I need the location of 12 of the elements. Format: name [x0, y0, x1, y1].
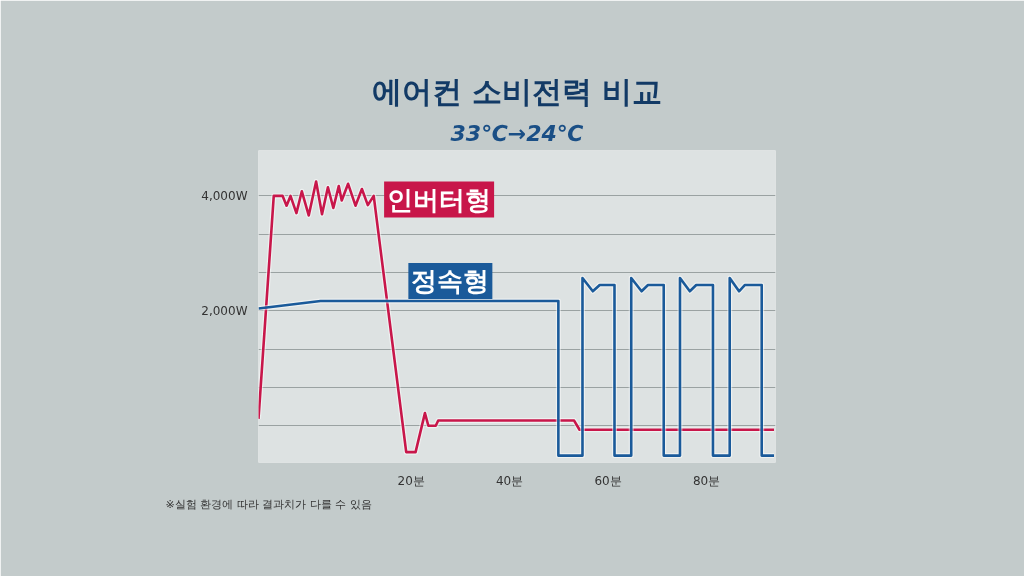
x-tick-label: 20분 [397, 473, 425, 488]
x-tick-label: 40분 [495, 473, 524, 488]
x-tick-label: 80분 [692, 473, 721, 488]
x-tick-label: 60분 [594, 473, 622, 488]
series-label: 인버터형 [387, 184, 492, 215]
y-tick-label: 4,000W [201, 188, 248, 203]
chart-subtitle: 33℃→24℃ [450, 120, 584, 146]
y-tick-label: 2,000W [201, 303, 248, 318]
series-label: 정속형 [411, 266, 490, 297]
line-series [258, 179, 776, 455]
text: ※실험 환경에 따라 결과치가 다를 수 있음 [165, 497, 372, 511]
chart-title: 에어컨 소비전력 비교 [371, 73, 663, 109]
